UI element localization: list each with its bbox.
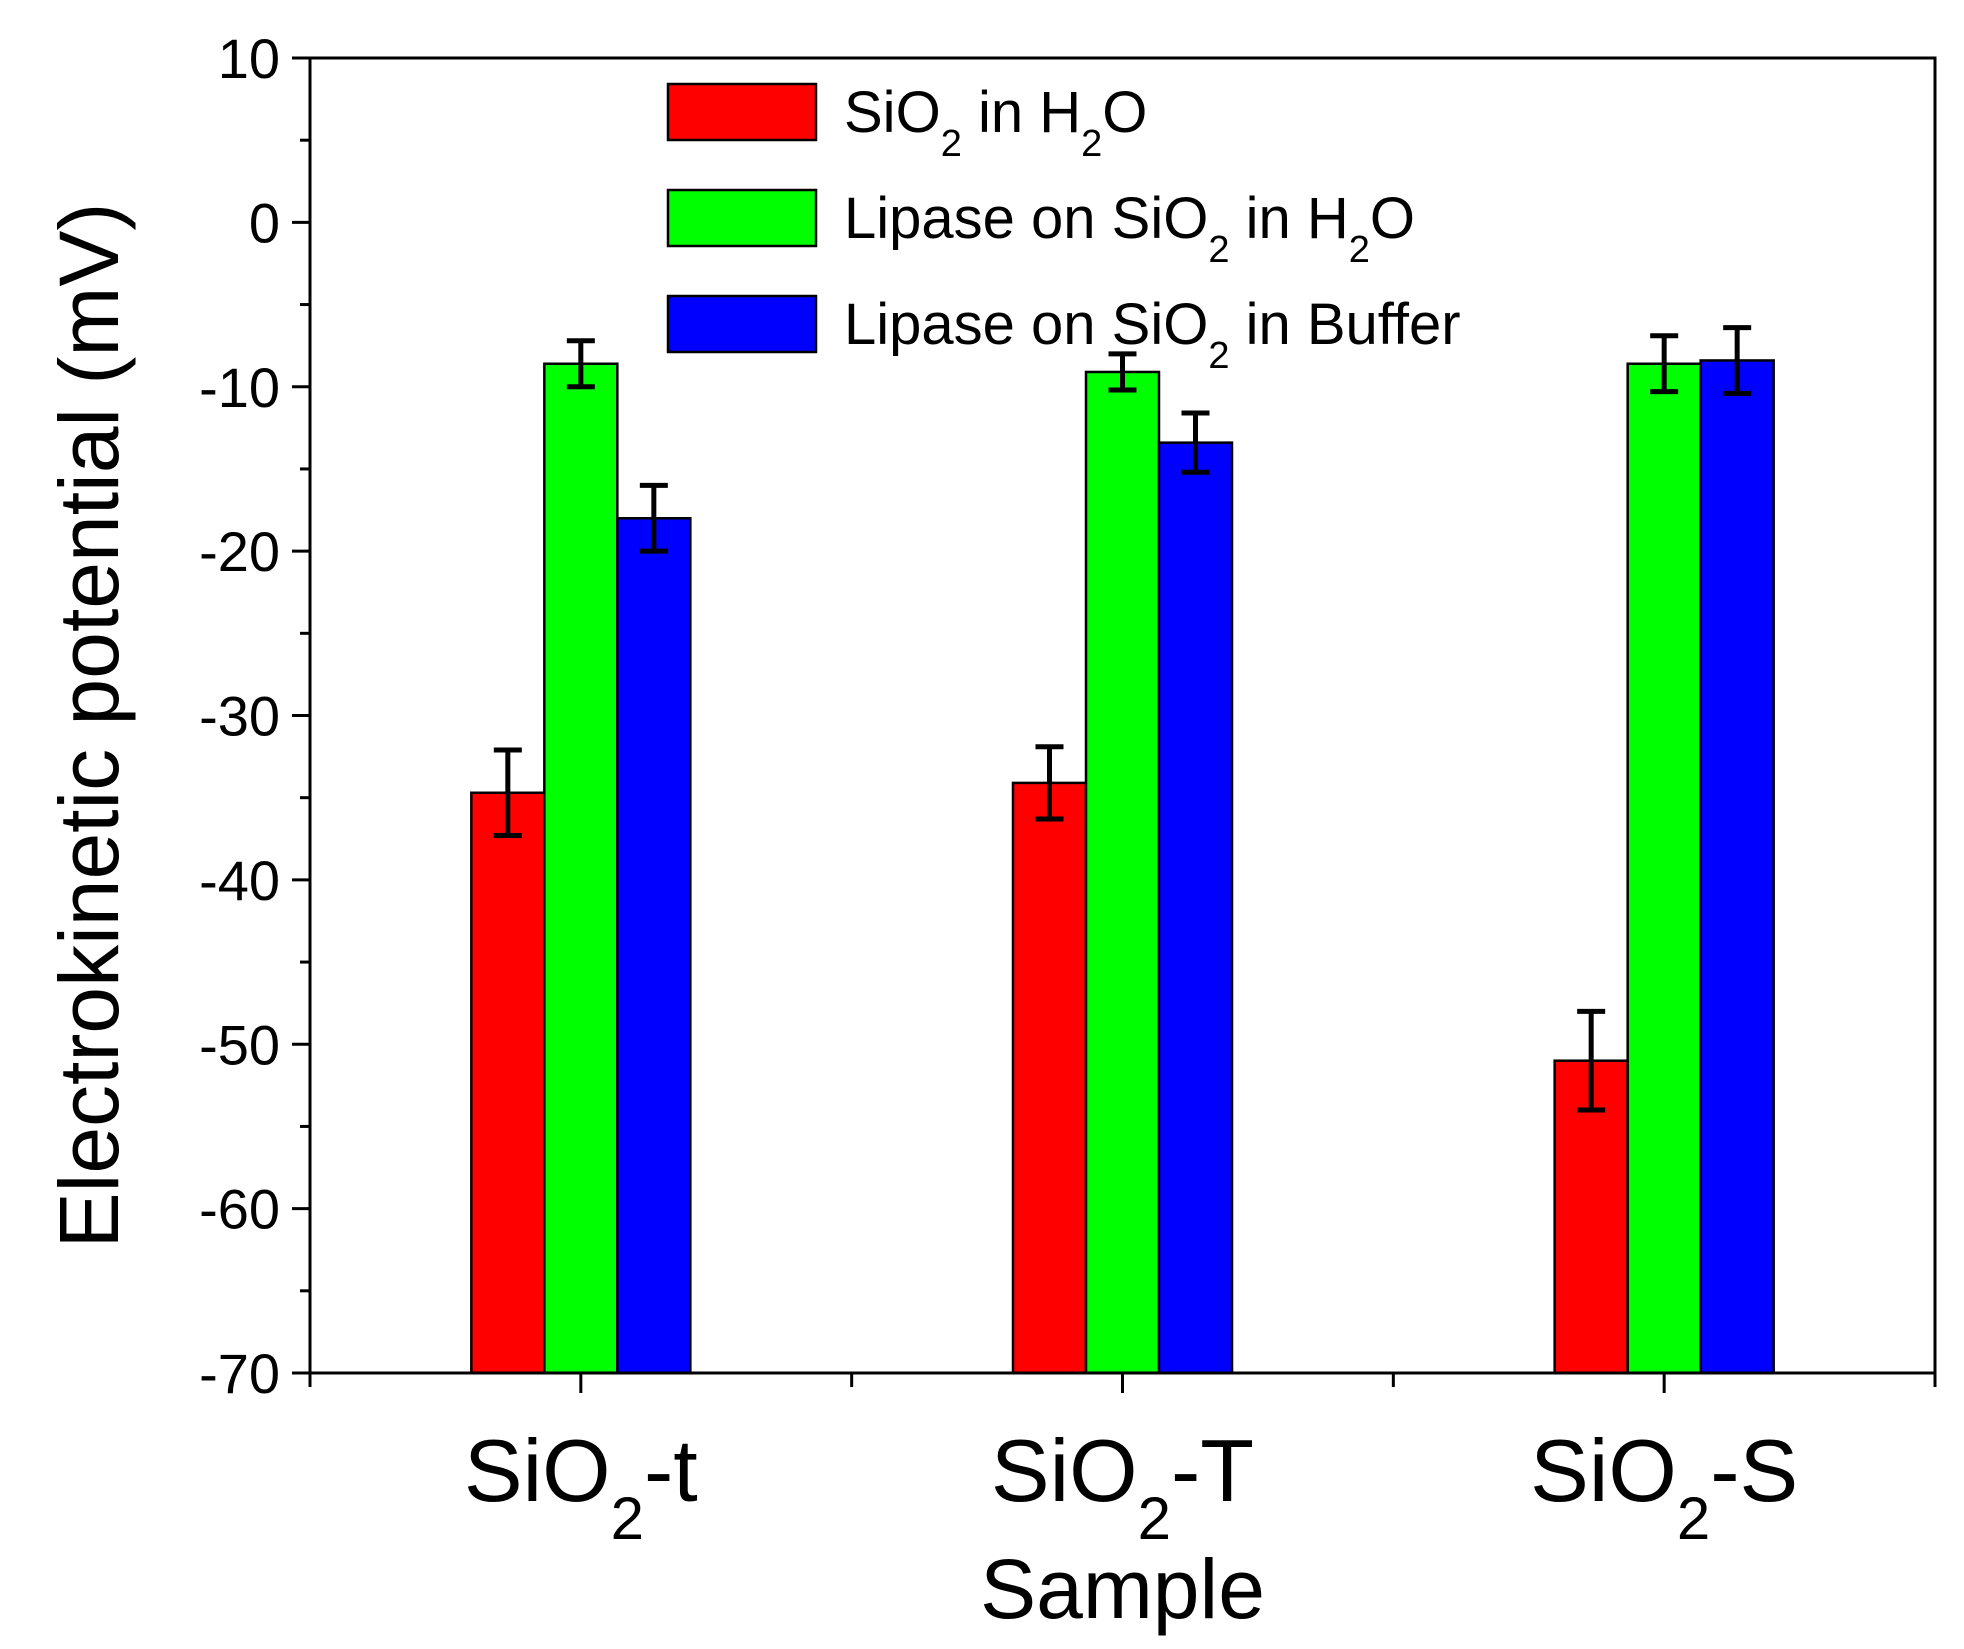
y-tick-label: -30 <box>199 685 280 748</box>
x-category-label: SiO2-T <box>991 1421 1254 1552</box>
legend-label: Lipase on SiO2 in Buffer <box>844 292 1461 377</box>
bar <box>616 517 692 1375</box>
bars-group <box>470 359 1775 1375</box>
bar <box>1157 441 1234 1375</box>
y-tick-label: -20 <box>199 520 280 583</box>
legend-swatch <box>666 188 818 248</box>
bar <box>1553 1059 1629 1375</box>
bar <box>1626 362 1702 1375</box>
error-bars-group <box>493 325 1752 1113</box>
y-axis: 10 0 -10 -20 -30 -40 -50 -60 -70 <box>199 27 310 1405</box>
bar <box>1011 781 1088 1375</box>
y-tick-label: 0 <box>249 191 280 254</box>
y-tick-label: -50 <box>199 1013 280 1076</box>
bar <box>470 791 546 1375</box>
x-axis: SiO2-t SiO2-T SiO2-S <box>308 1373 1937 1552</box>
legend-label: SiO2 in H2O <box>844 80 1147 165</box>
legend: SiO2 in H2O Lipase on SiO2 in H2O Lipase o… <box>666 80 1461 377</box>
bar <box>1084 370 1161 1375</box>
x-category-label: SiO2-S <box>1530 1421 1798 1552</box>
x-category-label: SiO2-t <box>464 1421 698 1552</box>
y-tick-label: 10 <box>218 27 280 90</box>
bar <box>1699 359 1775 1375</box>
y-axis-title: Electrokinetic potential (mV) <box>42 203 136 1249</box>
legend-swatch <box>666 82 818 142</box>
bar <box>543 362 619 1375</box>
y-tick-label: -10 <box>199 356 280 419</box>
y-tick-label: -40 <box>199 849 280 912</box>
legend-swatch <box>666 294 818 354</box>
legend-label: Lipase on SiO2 in H2O <box>844 186 1415 271</box>
x-axis-title: Sample <box>980 1542 1265 1636</box>
y-tick-label: -60 <box>199 1178 280 1241</box>
y-tick-label: -70 <box>199 1342 280 1405</box>
